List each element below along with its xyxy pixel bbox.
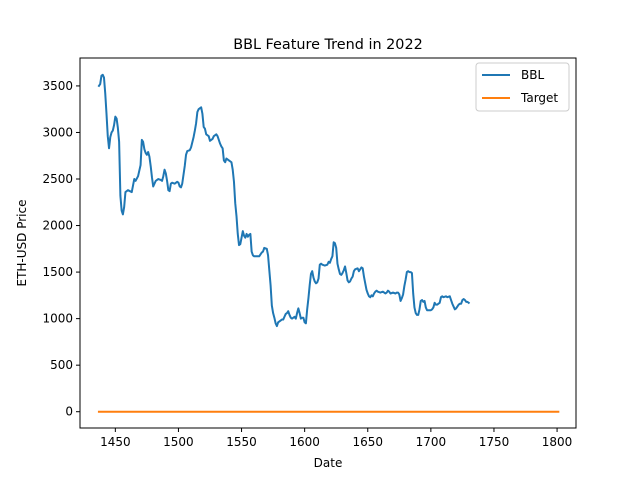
series-line-bbl bbox=[97, 73, 471, 328]
x-tick-label: 1800 bbox=[542, 435, 573, 449]
y-tick-label: 1000 bbox=[42, 312, 73, 326]
series-group bbox=[97, 73, 560, 413]
y-axis: 0 500 1000 1500 2000 2500 3000 3500 bbox=[42, 79, 80, 419]
x-tick-label: 1700 bbox=[416, 435, 447, 449]
x-tick-label: 1450 bbox=[100, 435, 131, 449]
y-tick-label: 2000 bbox=[42, 219, 73, 233]
plot-frame bbox=[79, 57, 577, 429]
legend-label-bbl: BBL bbox=[521, 68, 544, 82]
plot-area bbox=[79, 57, 577, 429]
x-axis: 1450 1500 1550 1600 1650 1700 1750 1800 bbox=[100, 428, 572, 449]
x-tick-label: 1750 bbox=[479, 435, 510, 449]
x-tick-label: 1650 bbox=[352, 435, 383, 449]
x-axis-label: Date bbox=[314, 456, 343, 470]
y-tick-label: 3500 bbox=[42, 79, 73, 93]
y-tick-label: 2500 bbox=[42, 172, 73, 186]
x-tick-label: 1500 bbox=[163, 435, 194, 449]
x-tick-label: 1550 bbox=[226, 435, 257, 449]
x-tick-label: 1600 bbox=[289, 435, 320, 449]
y-axis-label: ETH-USD Price bbox=[15, 200, 29, 287]
y-tick-label: 3000 bbox=[42, 125, 73, 139]
y-tick-label: 0 bbox=[65, 405, 73, 419]
legend-label-target: Target bbox=[520, 91, 558, 105]
y-tick-label: 1500 bbox=[42, 265, 73, 279]
legend: BBL Target bbox=[475, 62, 570, 112]
chart-title: BBL Feature Trend in 2022 bbox=[233, 37, 423, 53]
y-tick-label: 500 bbox=[50, 358, 73, 372]
